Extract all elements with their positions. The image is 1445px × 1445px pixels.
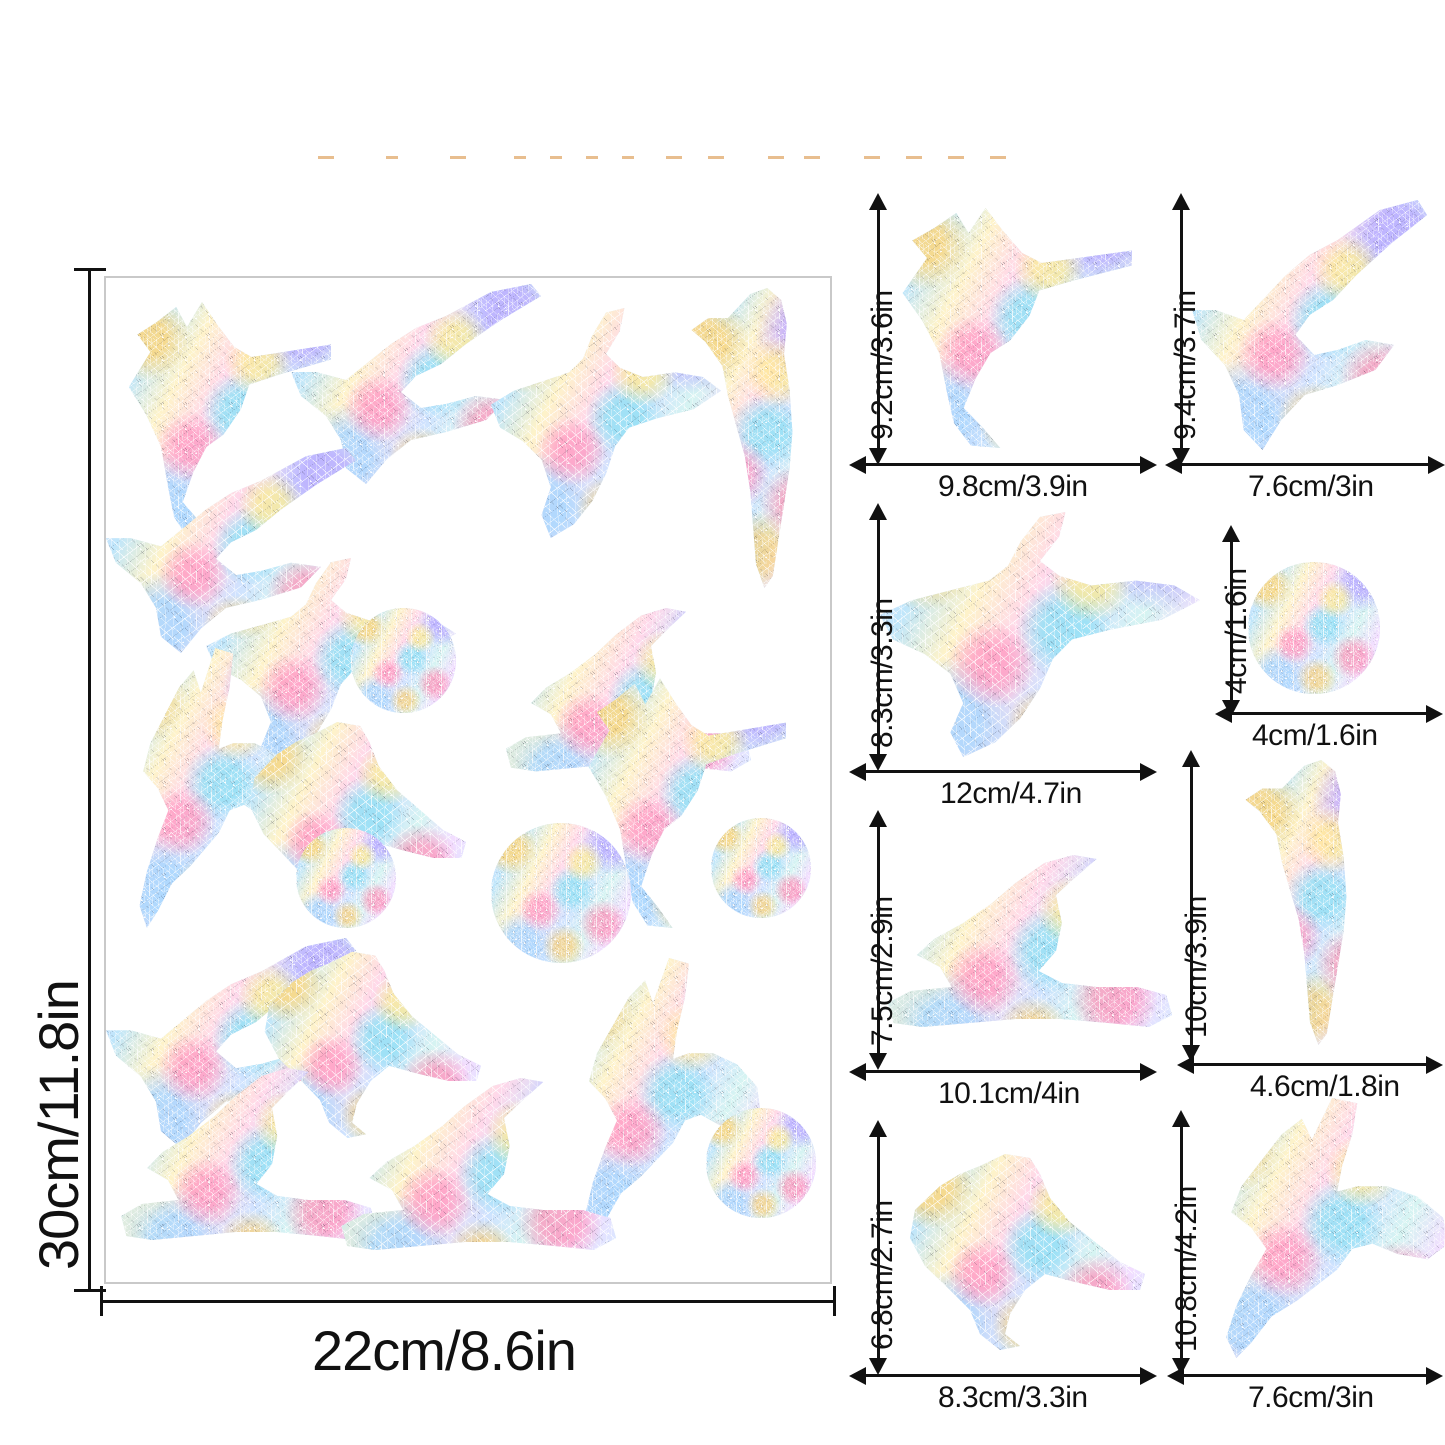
circle-width-arrow-right bbox=[1426, 705, 1443, 723]
woodpecker-width-arrow-left bbox=[1177, 1056, 1194, 1074]
sparrow-width-line bbox=[864, 1374, 1142, 1377]
circle-height-label: 4cm/1.6in bbox=[1220, 568, 1253, 694]
perched-width-label: 10.1cm/4in bbox=[938, 1077, 1080, 1110]
circle-height-line bbox=[1230, 540, 1233, 702]
decal-dove-flying bbox=[880, 512, 1200, 757]
hummingbird-large-height-arrow-top bbox=[869, 193, 887, 210]
dove-height-line bbox=[877, 518, 880, 756]
sheet-height-label: 30cm/11.8in bbox=[27, 980, 90, 1270]
sheet-decal-circle-5 bbox=[706, 1108, 816, 1218]
dove-height-arrow-bottom bbox=[869, 754, 887, 771]
sheet-decal-circle-1 bbox=[351, 608, 456, 713]
sheet-decal-circle-3 bbox=[491, 823, 631, 963]
sparrow-height-label: 6.8cm/2.7in bbox=[866, 1200, 899, 1350]
circle-width-label: 4cm/1.6in bbox=[1252, 719, 1378, 752]
hummingbird-small-width-arrow-right bbox=[1426, 1367, 1443, 1385]
woodpecker-width-label: 4.6cm/1.8in bbox=[1250, 1070, 1400, 1103]
perched-width-line bbox=[864, 1070, 1142, 1073]
perched-width-arrow-left bbox=[849, 1063, 866, 1081]
sheet-width-label: 22cm/8.6in bbox=[312, 1319, 577, 1382]
seagull-width-arrow-right bbox=[1428, 456, 1445, 474]
dove-width-arrow-left bbox=[849, 763, 866, 781]
perched-width-arrow-right bbox=[1140, 1063, 1157, 1081]
decal-seagull bbox=[1192, 200, 1427, 450]
sheet-width-cap-right bbox=[833, 1286, 836, 1316]
perched-height-line bbox=[877, 825, 880, 1055]
hummingbird-large-height-line bbox=[877, 208, 880, 450]
perched-height-arrow-bottom bbox=[869, 1053, 887, 1070]
sparrow-width-arrow-right bbox=[1140, 1367, 1157, 1385]
seagull-height-arrow-top bbox=[1172, 193, 1190, 210]
sheet-height-dimension-line bbox=[88, 268, 91, 1292]
woodpecker-height-label: 10cm/3.9in bbox=[1180, 896, 1213, 1038]
dove-width-line bbox=[864, 770, 1142, 773]
hummingbird-small-width-arrow-left bbox=[1167, 1367, 1184, 1385]
decal-hummingbird-small bbox=[1226, 1098, 1445, 1358]
decal-sparrow-standing bbox=[910, 1154, 1145, 1350]
decal-woodpecker-perched bbox=[1245, 760, 1347, 1045]
sheet-decal-dove bbox=[491, 308, 721, 538]
dove-height-label: 8.3cm/3.3in bbox=[866, 598, 899, 748]
decal-sheet bbox=[104, 276, 832, 1284]
sheet-decal-circle-4 bbox=[711, 818, 811, 918]
seagull-width-line bbox=[1180, 463, 1430, 466]
sparrow-height-line bbox=[877, 1135, 880, 1360]
hummingbird-small-height-line bbox=[1180, 1125, 1183, 1360]
sheet-height-cap-top bbox=[74, 268, 106, 271]
perched-height-label: 7.5cm/2.9in bbox=[866, 896, 899, 1046]
dove-width-label: 12cm/4.7in bbox=[940, 777, 1082, 810]
dove-height-arrow-top bbox=[869, 503, 887, 520]
decal-circle-dot bbox=[1248, 562, 1380, 694]
hummingbird-small-height-arrow-top bbox=[1172, 1110, 1190, 1127]
hummingbird-large-width-label: 9.8cm/3.9in bbox=[938, 470, 1088, 503]
hummingbird-large-width-arrow-right bbox=[1140, 456, 1157, 474]
hummingbird-large-width-arrow-left bbox=[849, 456, 866, 474]
seagull-width-label: 7.6cm/3in bbox=[1248, 470, 1374, 503]
sheet-decal-perched-3 bbox=[341, 1078, 616, 1250]
woodpecker-width-arrow-right bbox=[1426, 1056, 1443, 1074]
circle-width-line bbox=[1230, 712, 1428, 715]
dove-width-arrow-right bbox=[1140, 763, 1157, 781]
circle-width-arrow-left bbox=[1215, 705, 1232, 723]
hummingbird-small-width-label: 7.6cm/3in bbox=[1248, 1381, 1374, 1414]
circle-height-arrow-top bbox=[1222, 525, 1240, 542]
sheet-width-cap-left bbox=[100, 1286, 103, 1316]
sheet-decal-circle-2 bbox=[296, 828, 396, 928]
seagull-height-line bbox=[1180, 208, 1183, 450]
seagull-height-label: 9.4cm/3.7in bbox=[1169, 290, 1202, 440]
perched-height-arrow-top bbox=[869, 810, 887, 827]
decal-bird-on-branch bbox=[887, 855, 1172, 1027]
top-edge-tick-marks bbox=[318, 156, 1006, 162]
hummingbird-small-width-line bbox=[1182, 1374, 1428, 1377]
sparrow-height-arrow-bottom bbox=[869, 1358, 887, 1375]
hummingbird-large-height-arrow-bottom bbox=[869, 448, 887, 465]
hummingbird-large-width-line bbox=[864, 463, 1142, 466]
hummingbird-large-height-label: 9.2cm/3.6in bbox=[866, 290, 899, 440]
sparrow-height-arrow-top bbox=[869, 1120, 887, 1137]
sparrow-width-arrow-left bbox=[849, 1367, 866, 1385]
hummingbird-small-height-label: 10.8cm/4.2in bbox=[1170, 1186, 1203, 1352]
sparrow-width-label: 8.3cm/3.3in bbox=[938, 1381, 1088, 1414]
decal-hummingbird-large bbox=[902, 208, 1132, 448]
seagull-width-arrow-left bbox=[1165, 456, 1182, 474]
sheet-width-dimension-line bbox=[100, 1300, 836, 1303]
sheet-decal-woodpecker bbox=[691, 288, 793, 588]
woodpecker-height-arrow-top bbox=[1182, 750, 1200, 767]
woodpecker-width-line bbox=[1192, 1063, 1428, 1066]
sheet-height-cap-bottom bbox=[74, 1289, 106, 1292]
woodpecker-height-line bbox=[1190, 765, 1193, 1047]
